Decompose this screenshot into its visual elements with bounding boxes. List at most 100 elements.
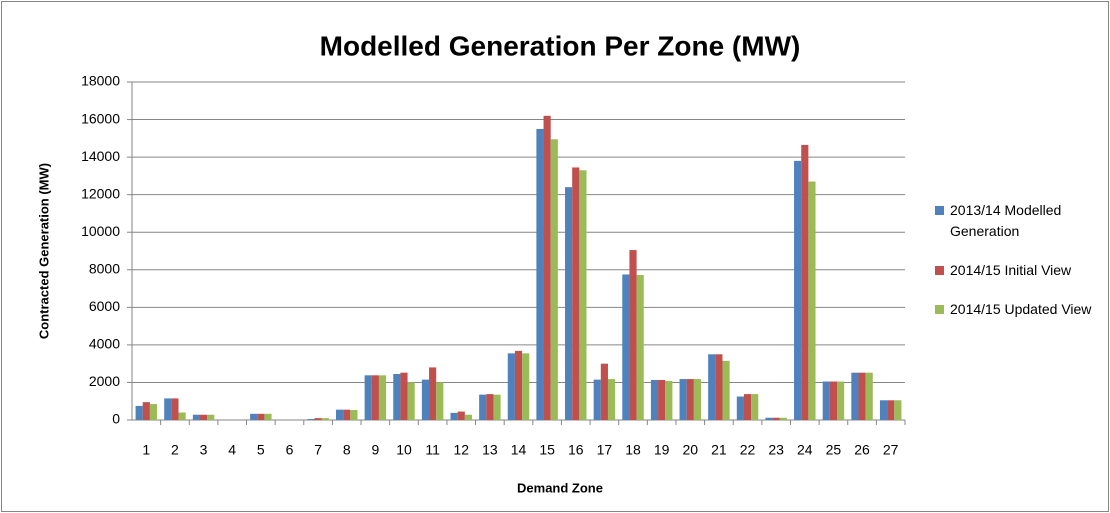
bar (407, 382, 415, 420)
x-tick-label: 17 (597, 442, 613, 458)
bar (536, 128, 544, 420)
bar (479, 394, 487, 420)
legend: 2013/14 Modelled Generation 2014/15 Initi… (935, 200, 1105, 338)
bar (629, 250, 637, 420)
bar (565, 187, 573, 420)
y-tick-label: 2000 (89, 373, 120, 389)
legend-item: 2014/15 Updated View (935, 299, 1105, 320)
x-tick-label: 15 (539, 442, 555, 458)
y-tick-label: 4000 (89, 336, 120, 352)
bar (743, 394, 752, 420)
bar (801, 144, 809, 420)
bar (393, 373, 401, 420)
bar (779, 417, 787, 420)
bar (722, 360, 730, 420)
bar (192, 414, 200, 420)
x-tick-label: 13 (482, 442, 498, 458)
x-tick-label: 12 (453, 442, 469, 458)
bar (665, 380, 673, 420)
bar (522, 353, 530, 420)
legend-label: 2014/15 Initial View (950, 262, 1072, 278)
bar (808, 181, 816, 420)
bar (149, 404, 158, 420)
bar (751, 394, 759, 420)
y-tick-label: 10000 (81, 223, 120, 239)
bar (436, 382, 444, 420)
bar (307, 419, 315, 420)
bar (837, 381, 845, 420)
bar (421, 379, 430, 420)
x-tick-label: 11 (425, 442, 440, 458)
bar (822, 381, 830, 420)
legend-swatch (935, 266, 944, 275)
bar (335, 409, 344, 420)
bar (736, 396, 744, 420)
y-tick-label: 12000 (81, 185, 120, 201)
bar (794, 160, 802, 420)
y-tick-label: 14000 (81, 148, 120, 164)
bar (371, 375, 379, 420)
bar (550, 139, 558, 420)
bar (178, 412, 186, 420)
bar (400, 372, 408, 420)
bar (579, 170, 587, 420)
legend-label: 2013/14 Modelled Generation (950, 202, 1062, 239)
bar (350, 410, 358, 420)
y-tick-label: 6000 (89, 298, 120, 314)
x-tick-label: 1 (142, 442, 150, 458)
bar (772, 417, 780, 420)
x-axis-title: Demand Zone (517, 480, 603, 495)
bar (679, 379, 687, 420)
x-tick-label: 27 (883, 442, 899, 458)
x-tick-label: 24 (797, 442, 813, 458)
legend-label: 2014/15 Updated View (950, 301, 1092, 317)
bar (572, 167, 580, 420)
bar (314, 418, 322, 420)
bar (257, 413, 265, 420)
chart-title: Modelled Generation Per Zone (MW) (320, 30, 801, 61)
x-tick-label: 25 (826, 442, 842, 458)
bar (364, 375, 372, 420)
bar (493, 394, 501, 420)
x-tick-label: 6 (286, 442, 294, 458)
bar (543, 115, 551, 421)
x-tick-label: 5 (257, 442, 265, 458)
bar (378, 375, 387, 420)
bar (650, 380, 659, 420)
x-tick-label: 2 (171, 442, 179, 458)
bar (171, 398, 179, 420)
y-tick-label: 18000 (81, 73, 120, 89)
x-tick-label: 19 (654, 442, 670, 458)
legend-item: 2013/14 Modelled Generation (935, 200, 1105, 242)
bar (887, 400, 895, 420)
bar (851, 372, 859, 420)
legend-swatch (935, 206, 944, 215)
x-tick-label: 23 (768, 442, 784, 458)
bar (865, 372, 873, 420)
bar (343, 409, 351, 420)
legend-item: 2014/15 Initial View (935, 260, 1105, 281)
bar (622, 274, 630, 420)
x-tick-label: 22 (740, 442, 756, 458)
y-tick-label: 16000 (81, 110, 120, 126)
bar (457, 411, 465, 420)
bar (693, 379, 702, 420)
bar (879, 400, 888, 420)
y-tick-label: 0 (112, 411, 120, 427)
bar (600, 363, 608, 420)
legend-swatch (935, 305, 944, 314)
bar (142, 402, 150, 420)
bar (250, 413, 258, 420)
bar (264, 413, 272, 420)
bar (486, 394, 494, 420)
bar (514, 350, 523, 420)
x-tick-label: 26 (854, 442, 870, 458)
bar (593, 379, 601, 420)
bar (658, 380, 666, 420)
x-tick-label: 9 (371, 442, 379, 458)
bar (164, 398, 172, 420)
bar (636, 275, 644, 420)
bar (708, 354, 716, 420)
